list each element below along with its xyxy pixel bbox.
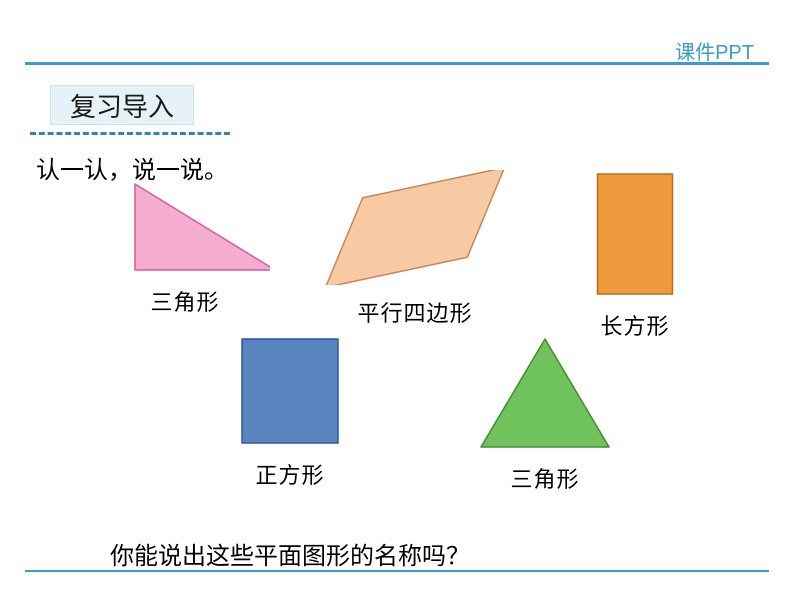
shape-orange-rectangle: 长方形 [560, 170, 710, 341]
pink-triangle-icon [100, 180, 270, 274]
shape-label-pink-triangle: 三角形 [100, 285, 270, 317]
shape-blue-square: 正方形 [200, 335, 380, 490]
blue-square-icon [200, 335, 380, 447]
shape-label-green-triangle: 三角形 [460, 462, 630, 494]
divider-bottom [25, 570, 769, 572]
shape-label-parallelogram: 平行四边形 [300, 296, 530, 328]
divider-top [25, 62, 769, 65]
header-courseware-label: 课件PPT [675, 36, 754, 65]
shape-pink-triangle: 三角形 [100, 180, 270, 317]
question-text: 你能说出这些平面图形的名称吗？ [110, 536, 470, 571]
orange-rectangle-icon [560, 170, 710, 298]
green-triangle-icon [460, 335, 630, 451]
section-badge-text: 复习导入 [70, 87, 174, 124]
shape-parallelogram: 平行四边形 [300, 170, 530, 328]
shapes-canvas: 三角形 平行四边形 长方形 正方形 三角形 [40, 170, 754, 536]
shape-green-triangle: 三角形 [460, 335, 630, 494]
shape-label-blue-square: 正方形 [200, 458, 380, 490]
section-badge: 复习导入 [50, 85, 194, 125]
parallelogram-icon [300, 170, 530, 285]
section-badge-underline [30, 132, 230, 135]
